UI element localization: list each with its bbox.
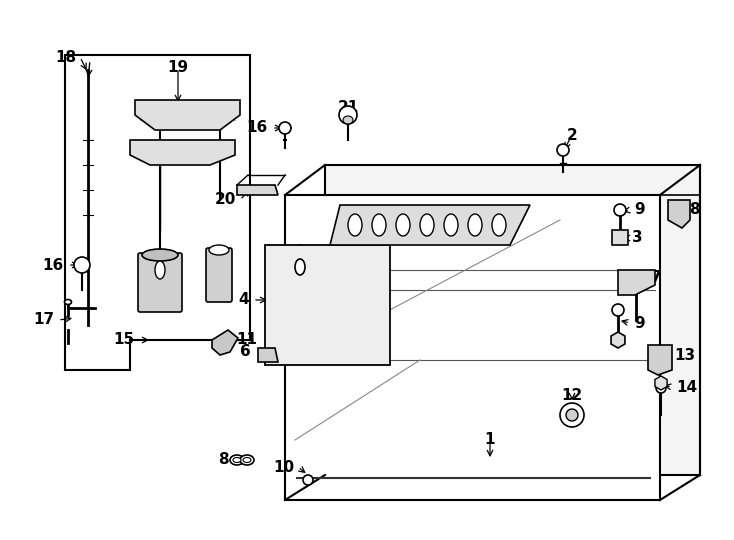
Ellipse shape — [339, 106, 357, 124]
Circle shape — [614, 204, 626, 216]
Polygon shape — [135, 100, 240, 130]
Ellipse shape — [142, 249, 178, 261]
Ellipse shape — [243, 457, 251, 462]
Text: 21: 21 — [338, 100, 359, 116]
Polygon shape — [285, 195, 660, 500]
Polygon shape — [265, 245, 390, 365]
Ellipse shape — [155, 261, 165, 279]
Polygon shape — [668, 200, 690, 228]
Text: 13: 13 — [674, 348, 695, 363]
Polygon shape — [612, 230, 628, 245]
Circle shape — [74, 257, 90, 273]
Circle shape — [612, 304, 624, 316]
Text: 5: 5 — [283, 253, 294, 267]
Polygon shape — [648, 345, 672, 375]
Ellipse shape — [233, 457, 241, 462]
Text: 12: 12 — [562, 388, 583, 402]
Polygon shape — [325, 165, 700, 475]
Text: 6: 6 — [240, 345, 251, 360]
Text: 11: 11 — [236, 333, 257, 348]
Text: 8: 8 — [689, 202, 700, 218]
Polygon shape — [65, 55, 250, 370]
Text: 20: 20 — [214, 192, 236, 207]
Polygon shape — [330, 205, 530, 245]
FancyBboxPatch shape — [138, 253, 182, 312]
Polygon shape — [237, 185, 278, 195]
Circle shape — [566, 409, 578, 421]
Ellipse shape — [420, 214, 434, 236]
Text: 3: 3 — [632, 231, 643, 246]
Text: 9: 9 — [634, 315, 644, 330]
Text: 2: 2 — [567, 127, 578, 143]
Ellipse shape — [396, 214, 410, 236]
Ellipse shape — [240, 455, 254, 465]
Text: 14: 14 — [676, 380, 697, 395]
Text: 10: 10 — [273, 460, 294, 475]
Ellipse shape — [492, 214, 506, 236]
Polygon shape — [618, 270, 655, 295]
Text: 17: 17 — [33, 313, 54, 327]
Ellipse shape — [444, 214, 458, 236]
Circle shape — [656, 383, 666, 393]
Polygon shape — [212, 330, 238, 355]
Circle shape — [557, 144, 569, 156]
Polygon shape — [258, 348, 278, 362]
Text: 16: 16 — [43, 258, 64, 273]
Text: 7: 7 — [651, 271, 661, 286]
Text: 8: 8 — [219, 453, 229, 468]
Ellipse shape — [468, 214, 482, 236]
Ellipse shape — [230, 455, 244, 465]
Ellipse shape — [372, 214, 386, 236]
Polygon shape — [130, 140, 235, 165]
Text: 9: 9 — [634, 202, 644, 218]
Text: 15: 15 — [113, 333, 134, 348]
Circle shape — [303, 475, 313, 485]
Circle shape — [560, 403, 584, 427]
Ellipse shape — [343, 116, 353, 124]
Ellipse shape — [209, 245, 229, 255]
Ellipse shape — [348, 214, 362, 236]
Ellipse shape — [65, 300, 71, 305]
Ellipse shape — [295, 259, 305, 275]
Text: 19: 19 — [167, 60, 189, 76]
Text: 18: 18 — [55, 50, 76, 64]
Text: 4: 4 — [239, 293, 249, 307]
Text: 16: 16 — [247, 120, 268, 136]
FancyBboxPatch shape — [206, 248, 232, 302]
Text: 1: 1 — [484, 433, 495, 448]
Circle shape — [279, 122, 291, 134]
